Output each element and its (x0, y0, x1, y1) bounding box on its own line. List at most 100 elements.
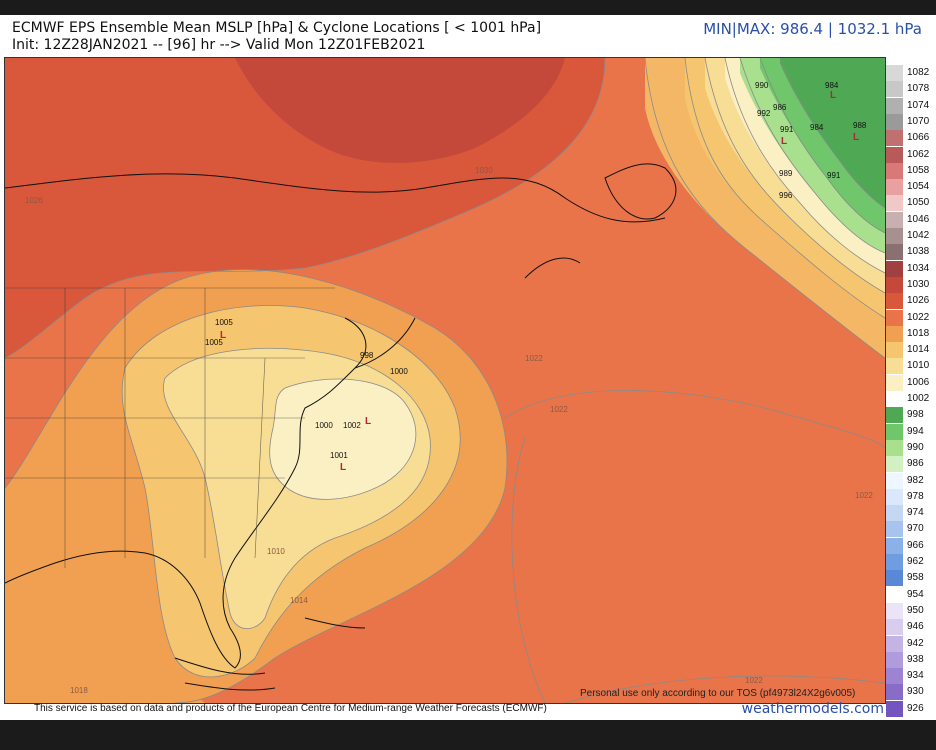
pressure-map: 1026 1030 1022 1022 1022 1010 1014 1022 … (4, 57, 886, 704)
legend-swatch (886, 244, 903, 261)
cyclone-l-marker: L (365, 416, 371, 427)
legend-swatch (886, 130, 903, 147)
legend-swatch (886, 456, 903, 473)
legend-level: 1022 (886, 309, 936, 326)
legend-label: 1082 (907, 67, 930, 78)
cyclone-pressure: 991 (827, 171, 841, 180)
legend-level: 1070 (886, 113, 936, 130)
legend-swatch (886, 423, 903, 440)
legend-label: 1010 (907, 360, 930, 372)
legend-level: 942 (886, 635, 936, 652)
legend-level: 1018 (886, 325, 936, 342)
legend-swatch (886, 635, 903, 652)
legend-level: 974 (886, 505, 936, 522)
cyclone-pressure: 986 (773, 103, 787, 112)
cyclone-pressure: 989 (779, 169, 793, 178)
legend-level: 990 (886, 439, 936, 456)
legend-swatch (886, 700, 903, 717)
contour-label: 1010 (267, 547, 285, 556)
legend-swatch (886, 407, 903, 424)
legend-level: 1034 (886, 260, 936, 277)
legend-level: 1002 (886, 391, 936, 407)
field-1006 (269, 379, 416, 500)
legend-level: 966 (886, 537, 936, 554)
legend-swatch (886, 651, 903, 668)
contour-label: 1022 (550, 405, 568, 414)
legend-level: 1082 (886, 65, 936, 81)
legend-label: 1026 (907, 295, 930, 307)
legend-label: 1046 (907, 213, 930, 225)
legend-level: 926 (886, 700, 936, 717)
legend-level: 1030 (886, 276, 936, 293)
legend-level: 1066 (886, 130, 936, 147)
legend-level: 1014 (886, 342, 936, 359)
legend-label: 1022 (907, 311, 930, 323)
legend-label: 926 (907, 702, 924, 714)
cyclone-pressure: 998 (360, 351, 374, 360)
legend-level: 994 (886, 423, 936, 440)
legend-level: 978 (886, 488, 936, 505)
map-canvas: 1026 1030 1022 1022 1022 1010 1014 1022 … (5, 58, 885, 703)
field-1018-south (5, 618, 205, 703)
legend-label: 954 (907, 588, 924, 600)
legend-label: 1014 (907, 344, 930, 356)
legend-label: 1038 (907, 246, 930, 258)
cyclone-pressure: 1005 (205, 338, 223, 347)
pressure-legend: 1082 1078 1074 1070 1066 1062 1058 1054 1050 1046… (886, 65, 936, 717)
cyclone-pressure: 996 (779, 191, 793, 200)
legend-level: 946 (886, 619, 936, 636)
legend-label: 998 (907, 409, 924, 421)
cyclone-l-marker: L (340, 462, 346, 473)
legend-level: 1054 (886, 179, 936, 196)
legend-label: 1030 (907, 278, 930, 290)
legend-swatch (886, 668, 903, 685)
legend-label: 1078 (907, 83, 930, 95)
legend-swatch (886, 684, 903, 701)
legend-swatch (886, 619, 903, 636)
legend-level: 930 (886, 684, 936, 701)
map-title: ECMWF EPS Ensemble Mean MSLP [hPa] & Cyc… (12, 20, 542, 36)
legend-level: 1074 (886, 97, 936, 114)
legend-swatch (886, 391, 903, 407)
contour-label: 1022 (525, 354, 543, 363)
legend-label: 958 (907, 572, 924, 584)
cyclone-l-marker: L (781, 136, 787, 147)
legend-label: 1034 (907, 262, 930, 274)
legend-swatch (886, 65, 903, 81)
contour-label: 1018 (70, 686, 88, 695)
legend-level: 958 (886, 570, 936, 587)
legend-swatch (886, 602, 903, 619)
legend-level: 970 (886, 521, 936, 538)
legend-swatch (886, 276, 903, 293)
legend-swatch (886, 211, 903, 228)
legend-label: 1066 (907, 132, 930, 144)
legend-level: 1006 (886, 374, 936, 391)
cyclone-l-marker: L (853, 132, 859, 143)
legend-level: 1050 (886, 195, 936, 212)
legend-level: 986 (886, 456, 936, 473)
legend-level: 954 (886, 586, 936, 603)
legend-label: 966 (907, 539, 924, 551)
attribution: This service is based on data and produc… (34, 703, 547, 714)
legend-label: 962 (907, 556, 924, 567)
legend-swatch (886, 537, 903, 554)
legend-swatch (886, 439, 903, 456)
state-borders (5, 287, 335, 568)
legend-label: 942 (907, 637, 924, 649)
cyclone-pressure: 984 (810, 123, 824, 132)
contour-label: 1026 (25, 196, 43, 205)
legend-label: 930 (907, 686, 924, 698)
legend-swatch (886, 97, 903, 114)
legend-level: 1010 (886, 358, 936, 375)
legend-label: 934 (907, 670, 924, 682)
legend-label: 1058 (907, 164, 930, 176)
brand-link[interactable]: weathermodels.com (741, 701, 884, 717)
legend-swatch (886, 81, 903, 98)
legend-swatch (886, 195, 903, 212)
legend-level: 1038 (886, 244, 936, 261)
contour-label: 1030 (475, 166, 493, 175)
legend-label: 1054 (907, 181, 930, 193)
field-1030 (235, 58, 565, 163)
legend-level: 962 (886, 554, 936, 570)
legend-label: 1070 (907, 115, 930, 127)
